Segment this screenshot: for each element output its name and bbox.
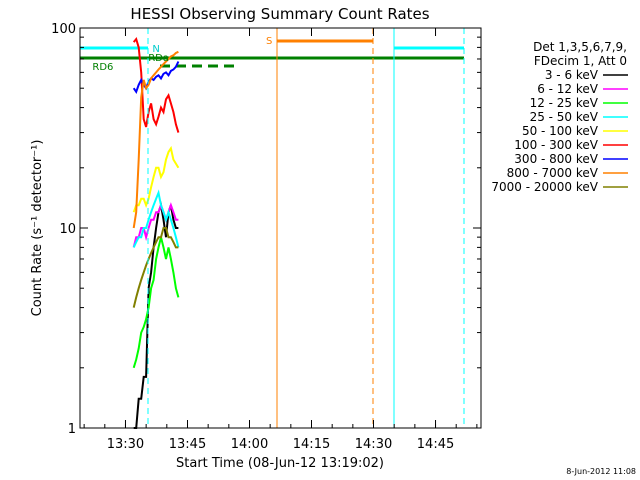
legend-header-line: Det 1,3,5,6,7,9,: [533, 40, 627, 54]
legend-label: 300 - 800 keV: [514, 152, 598, 166]
legend-label: 7000 - 20000 keV: [491, 180, 598, 194]
y-axis-label: Count Rate (s⁻¹ detector⁻¹): [30, 140, 45, 317]
legend-header-line: FDecim 1, Att 0: [534, 54, 627, 68]
x-tick-label: 13:30: [107, 437, 144, 452]
x-tick-label: 14:30: [355, 437, 392, 452]
y-tick-label: 1: [68, 422, 76, 437]
legend-label: 800 - 7000 keV: [507, 166, 599, 180]
x-tick-label: 14:15: [293, 437, 330, 452]
y-tick-label: 100: [51, 22, 76, 37]
x-tick-label: 14:00: [231, 437, 268, 452]
legend: Det 1,3,5,6,7,9,FDecim 1, Att 03 - 6 keV…: [491, 40, 628, 194]
flag-bars: [80, 39, 464, 68]
legend-label: 6 - 12 keV: [537, 82, 599, 96]
legend-label: 3 - 6 keV: [545, 68, 599, 82]
series-line-2: [132, 236, 180, 369]
x-tick-label: 13:45: [169, 437, 206, 452]
legend-label: 100 - 300 keV: [514, 138, 598, 152]
annotation-rda: RDa: [148, 53, 169, 64]
axis-ticks: 13:30 13:45 14:00 14:15 14:30 14:45 1 10 100: [51, 22, 481, 452]
x-axis-label: Start Time (08-Jun-12 13:19:02): [176, 456, 384, 471]
annotation-s: S: [266, 36, 272, 47]
y-tick-label: 10: [59, 222, 76, 237]
series-line-4: [132, 145, 180, 213]
x-tick-label: 14:45: [417, 437, 454, 452]
legend-label: 25 - 50 keV: [530, 110, 599, 124]
series-lines: [132, 37, 180, 429]
series-line-6: [132, 61, 180, 94]
series-line-8: [132, 227, 179, 308]
series-line-5: [132, 37, 180, 133]
plot-frame: [79, 27, 482, 429]
legend-label: 12 - 25 keV: [530, 96, 599, 110]
footer-stamp: 8-Jun-2012 11:08: [566, 467, 636, 476]
series-line-1: [132, 202, 179, 248]
legend-label: 50 - 100 keV: [522, 124, 599, 138]
chart-title: HESSI Observing Summary Count Rates: [130, 5, 429, 23]
annotation-rd6: RD6: [92, 62, 113, 73]
series-line-3: [132, 189, 180, 248]
annotation-n: N: [152, 44, 159, 55]
series-line-7: [132, 50, 179, 229]
time-markers: N RD6 RDa S: [92, 28, 465, 428]
